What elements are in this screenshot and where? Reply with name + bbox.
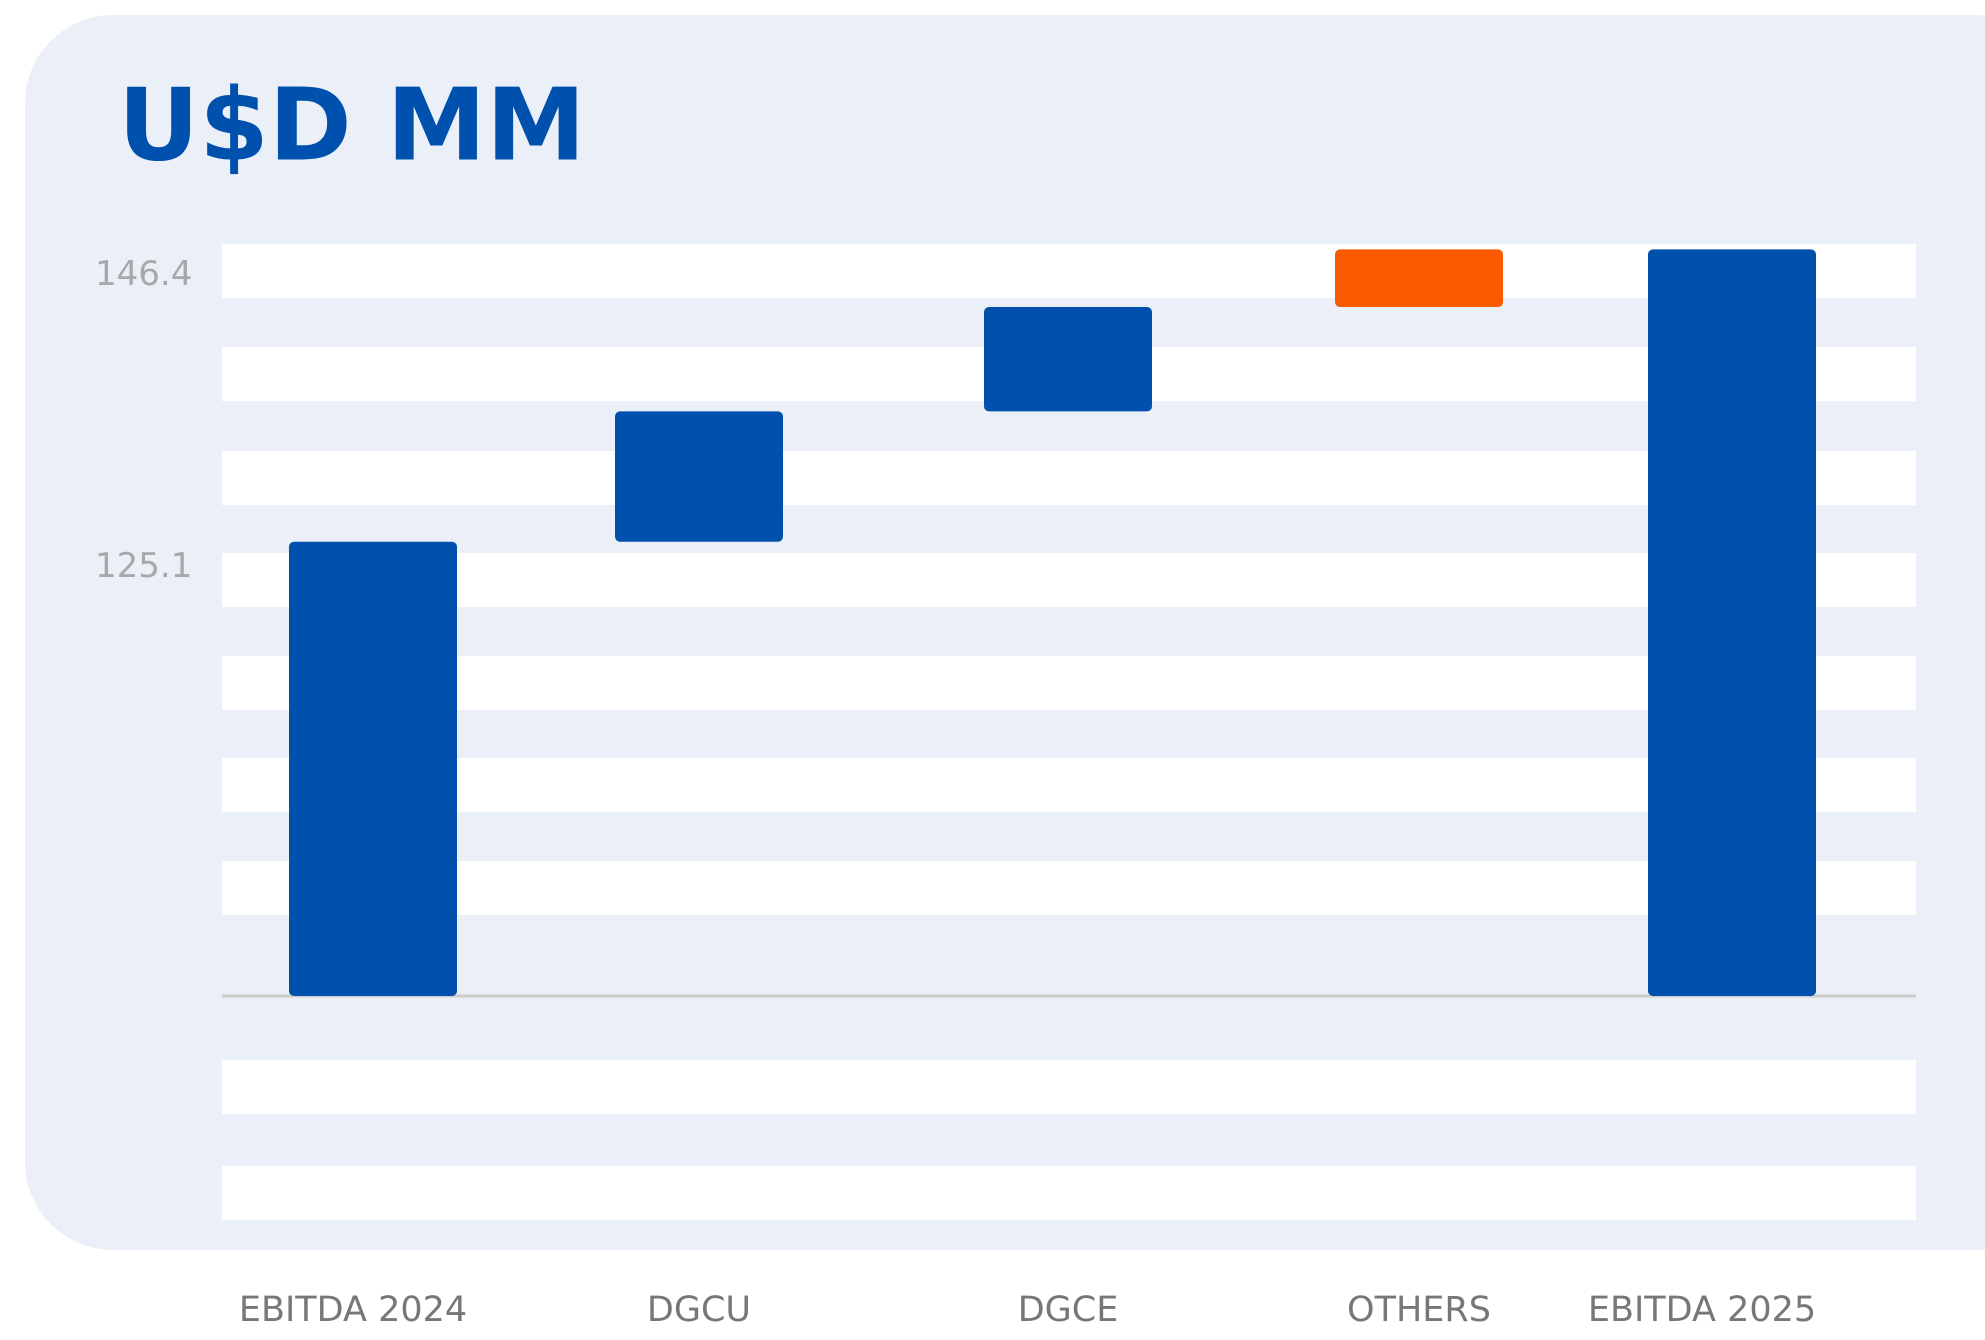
stripe xyxy=(222,1166,1916,1220)
bar xyxy=(1648,249,1816,997)
bar xyxy=(615,411,783,542)
bar xyxy=(289,541,457,996)
stripe xyxy=(222,451,1916,505)
chart-title: U$D MM xyxy=(118,66,586,183)
x-tick-label: DGCE xyxy=(1018,1290,1119,1330)
y-tick-label: 125.1 xyxy=(95,546,192,586)
bar xyxy=(984,307,1152,412)
stripe xyxy=(222,1060,1916,1114)
stripe xyxy=(222,553,1916,607)
x-tick-label: EBITDA 2025 xyxy=(1588,1290,1816,1330)
x-tick-label: DGCU xyxy=(647,1290,751,1330)
stripe xyxy=(222,656,1916,710)
x-tick-label: OTHERS xyxy=(1347,1290,1491,1330)
y-tick-label: 146.4 xyxy=(95,254,192,294)
card xyxy=(25,15,1985,1250)
bar xyxy=(1335,249,1503,308)
stripe xyxy=(222,861,1916,915)
stripe xyxy=(222,244,1916,298)
x-tick-label: EBITDA 2024 xyxy=(239,1290,467,1330)
stripe xyxy=(222,758,1916,812)
